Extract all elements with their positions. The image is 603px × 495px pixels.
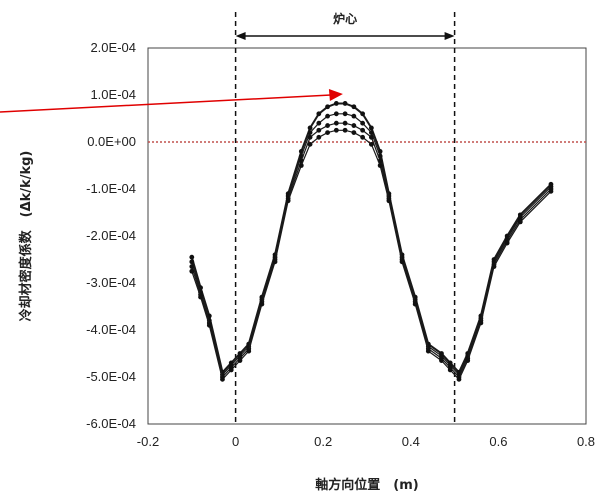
data-point — [189, 264, 195, 269]
x-axis-label: 軸方向位置 (m) — [315, 477, 418, 493]
data-point — [351, 123, 357, 128]
data-point — [325, 113, 330, 119]
y-tick-label: 2.0E-04 — [90, 40, 136, 55]
data-point — [447, 367, 453, 373]
data-point — [316, 134, 322, 140]
data-point — [333, 127, 339, 133]
y-tick-labels: 2.0E-04 1.0E-04 0.0E+00 -1.0E-04 -2.0E-04 -3.… — [86, 40, 136, 431]
data-point — [220, 376, 225, 382]
data-point — [360, 134, 366, 140]
core-boundary-lines — [234, 12, 456, 424]
data-point — [465, 358, 471, 363]
data-point — [386, 198, 392, 204]
data-point — [259, 301, 265, 307]
plot-frame — [147, 47, 587, 425]
data-point — [325, 104, 330, 110]
data-point — [307, 134, 313, 140]
data-point — [342, 101, 348, 106]
data-point — [325, 130, 330, 136]
data-point — [351, 104, 357, 110]
data-point — [298, 163, 304, 168]
arrowhead-right-icon — [444, 32, 455, 40]
y-tick-label: 1.0E-04 — [90, 87, 136, 102]
data-point — [198, 294, 203, 300]
data-point — [548, 188, 554, 194]
data-point — [307, 125, 313, 131]
data-point — [478, 320, 484, 326]
data-point — [504, 240, 510, 246]
data-point — [189, 259, 195, 265]
y-tick-label: -1.0E-04 — [86, 181, 136, 196]
data-point — [246, 348, 252, 354]
peak-pointer-arrowhead-icon — [328, 89, 343, 101]
x-tick-label: 0.8 — [577, 434, 595, 449]
y-axis-label: 冷却材密度係数 (Δk/k/kg) — [18, 151, 34, 322]
data-point — [425, 348, 431, 354]
data-point — [412, 301, 418, 307]
peak-pointer-line — [0, 94, 331, 113]
data-point — [517, 219, 523, 225]
data-point — [439, 358, 444, 363]
data-point — [333, 111, 339, 117]
data-point — [285, 198, 291, 204]
x-tick-label: 0.6 — [489, 434, 507, 449]
y-tick-label: -3.0E-04 — [86, 275, 136, 290]
data-point — [360, 120, 366, 126]
data-point — [351, 113, 357, 119]
core-annotation: 炉心 — [0, 11, 455, 113]
data-point — [368, 125, 374, 131]
x-tick-label: 0.2 — [314, 434, 332, 449]
data-point — [360, 127, 366, 133]
x-tick-label: -0.2 — [137, 434, 159, 449]
series-line — [191, 122, 552, 379]
data-point — [316, 120, 322, 126]
data-point — [377, 163, 383, 168]
data-point — [351, 130, 357, 136]
data-point — [307, 141, 313, 147]
y-tick-label: -5.0E-04 — [86, 369, 136, 384]
data-point — [456, 376, 462, 382]
core-label: 炉心 — [333, 11, 357, 26]
data-point — [206, 322, 212, 328]
data-point — [325, 123, 330, 128]
data-point — [307, 130, 313, 136]
y-tick-label: -6.0E-04 — [86, 416, 136, 431]
arrowhead-left-icon — [235, 32, 246, 40]
y-tick-label: -4.0E-04 — [86, 322, 136, 337]
data-point — [342, 111, 348, 117]
x-tick-labels: -0.2 0 0.2 0.4 0.6 0.8 — [137, 434, 595, 449]
data-point — [360, 111, 366, 117]
x-tick-label: 0 — [232, 434, 239, 449]
data-point — [399, 259, 405, 265]
data-point — [368, 134, 374, 140]
data-point — [491, 264, 497, 269]
data-point — [189, 254, 195, 260]
data-point — [333, 120, 339, 126]
data-point — [342, 120, 348, 126]
data-point — [228, 367, 234, 373]
x-tick-label: 0.4 — [402, 434, 420, 449]
data-point — [272, 259, 278, 265]
data-point — [368, 141, 374, 147]
data-point — [316, 127, 322, 133]
y-tick-label: 0.0E+00 — [87, 134, 136, 149]
series-layer — [189, 101, 554, 382]
data-point — [237, 358, 243, 363]
data-point — [342, 127, 348, 133]
data-point — [316, 111, 322, 117]
data-point — [189, 268, 195, 274]
data-point — [368, 130, 374, 136]
y-tick-label: -2.0E-04 — [86, 228, 136, 243]
series-line — [191, 113, 552, 376]
data-point — [333, 101, 339, 106]
